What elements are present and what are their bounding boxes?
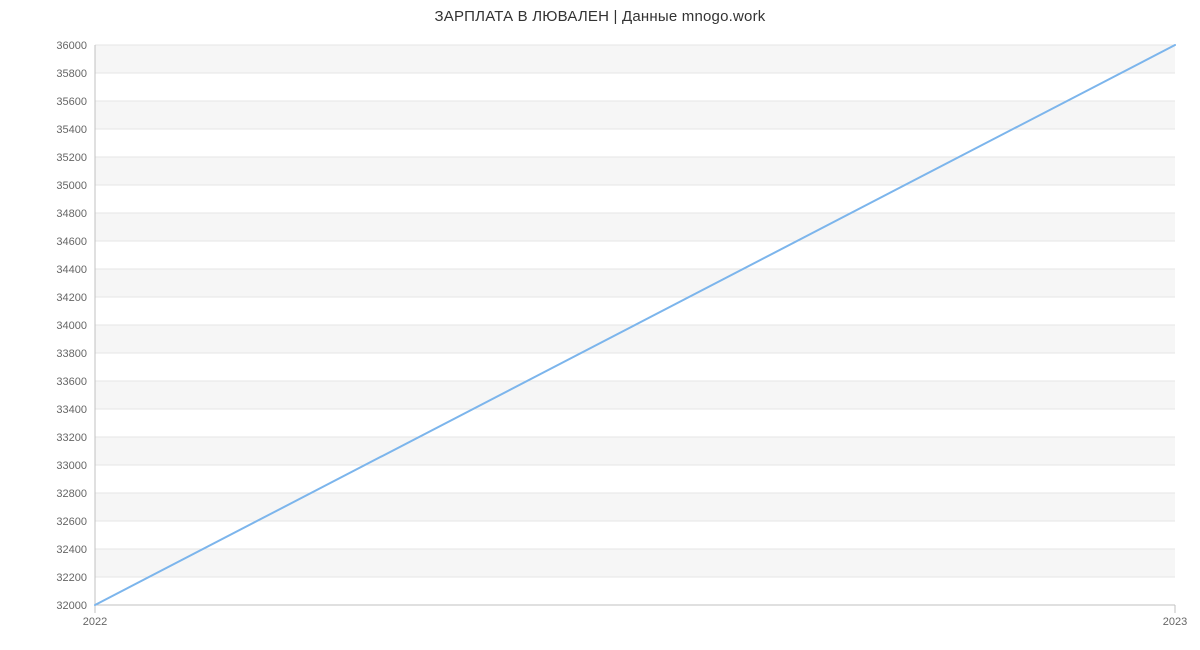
y-tick-label: 32400 [56, 544, 87, 556]
y-tick-label: 33000 [56, 460, 87, 472]
y-tick-label: 35200 [56, 152, 87, 164]
y-tick-label: 34400 [56, 264, 87, 276]
y-tick-label: 33400 [56, 404, 87, 416]
y-tick-label: 33800 [56, 348, 87, 360]
y-tick-label: 33200 [56, 432, 87, 444]
y-tick-label: 35400 [56, 124, 87, 136]
x-tick-label: 2022 [83, 616, 107, 628]
y-tick-label: 33600 [56, 376, 87, 388]
y-tick-label: 35800 [56, 68, 87, 80]
y-tick-label: 35600 [56, 96, 87, 108]
y-tick-label: 32600 [56, 516, 87, 528]
y-tick-label: 34200 [56, 292, 87, 304]
grid-bands [95, 45, 1175, 577]
x-tick-labels: 2022 2023 [83, 605, 1187, 628]
y-tick-label: 36000 [56, 40, 87, 52]
y-tick-label: 32800 [56, 488, 87, 500]
y-tick-label: 34800 [56, 208, 87, 220]
y-tick-label: 32000 [56, 600, 87, 612]
y-tick-label: 32200 [56, 572, 87, 584]
chart-container: ЗАРПЛАТА В ЛЮВАЛЕН | Данные mnogo.work 3… [0, 0, 1200, 650]
chart-svg: 32000 32200 32400 32600 32800 33000 33200 33400… [0, 0, 1200, 650]
y-tick-labels: 32000 32200 32400 32600 32800 33000 33200 33400… [56, 40, 87, 612]
y-tick-label: 35000 [56, 180, 87, 192]
y-tick-label: 34000 [56, 320, 87, 332]
y-tick-label: 34600 [56, 236, 87, 248]
x-tick-label: 2023 [1163, 616, 1187, 628]
